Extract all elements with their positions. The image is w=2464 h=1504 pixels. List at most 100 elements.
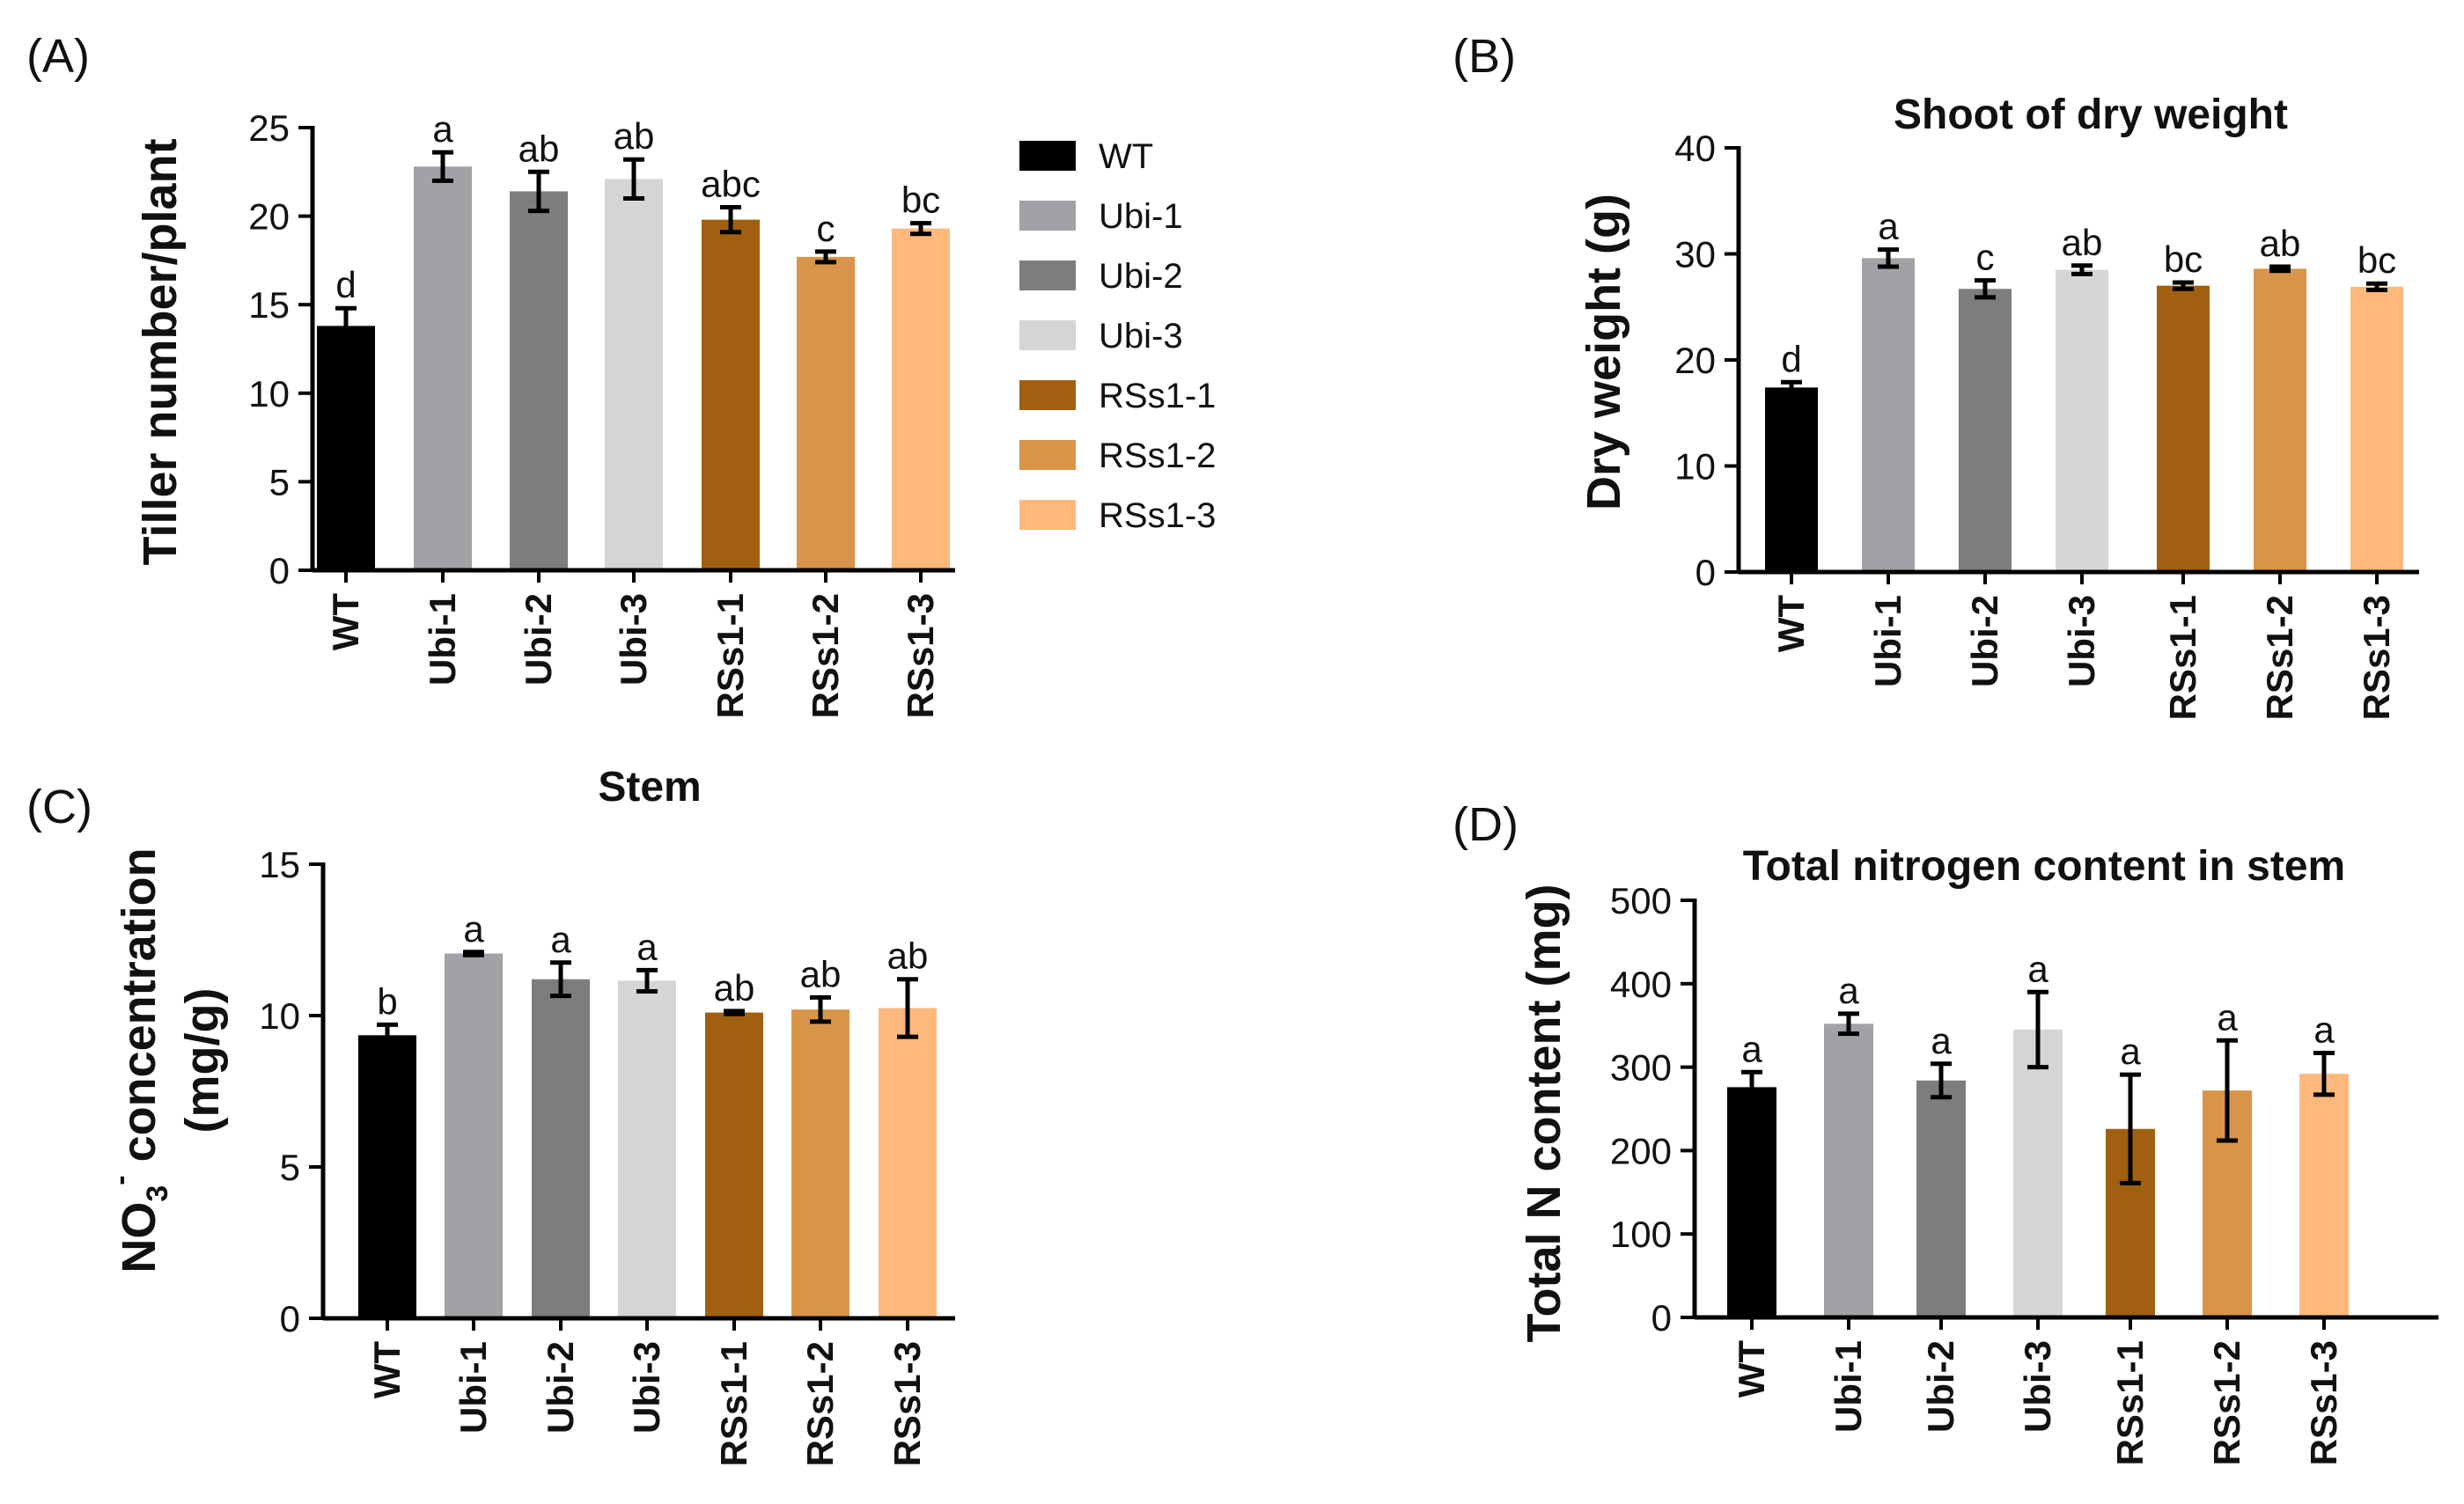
y-label-no: NO (113, 1202, 165, 1273)
panel-b-x-label-ubi-1: Ubi-1 (1867, 595, 1909, 687)
panel-d-label: (D) (1453, 798, 1519, 851)
panel-d-axes (1692, 899, 2438, 1320)
panel-c-bar-wt (358, 1035, 416, 1318)
panel-d-sig-ubi-2: a (1931, 1020, 1952, 1061)
panel-b-y-tick-label-40: 40 (1674, 128, 1716, 169)
panel-c-title: Stem (598, 764, 701, 811)
panel-a-y-tick-label-5: 5 (269, 461, 290, 503)
panel-c-sig-rss1-1: ab (714, 967, 755, 1009)
panel-a-error-bar-ubi-1 (432, 150, 453, 183)
panel-b-y-tick-label-0: 0 (1695, 552, 1716, 593)
panel-c-x-label-ubi-2: Ubi-2 (540, 1341, 581, 1434)
panel-d-y-tick-label-500: 500 (1610, 880, 1672, 921)
panel-a-y-tick-label-20: 20 (248, 196, 290, 238)
panel-d-sig-rss1-1: a (2120, 1031, 2141, 1072)
panel-a-y-tick-label-15: 15 (248, 284, 290, 326)
panel-b-error-bar-rss1-1 (2173, 280, 2194, 291)
legend-swatch-ubi-1 (1019, 201, 1076, 231)
panel-b-error-bar-rss1-3 (2366, 281, 2387, 292)
panel-b-bar-wt (1765, 387, 1818, 572)
panel-d-error-bar-rss1-1 (2120, 1072, 2141, 1185)
panel-b-x-categories: WT Ubi-1 Ubi-2 Ubi-3 RSs1-1 RSs1-2 RSs1-3 (1770, 572, 2397, 720)
legend-label-ubi-1: Ubi-1 (1099, 197, 1183, 236)
y-label-superscript: - (104, 1175, 137, 1185)
panel-b-error-bars (1781, 247, 2387, 395)
panel-c-x-label-ubi-1: Ubi-1 (452, 1341, 494, 1434)
panel-d-sig-ubi-1: a (1838, 970, 1859, 1011)
legend-swatch-rss1-1 (1019, 380, 1076, 410)
panel-a-error-bar-rss1-2 (815, 249, 836, 265)
panel-b-x-label-wt: WT (1770, 595, 1812, 653)
panel-b-title: Shoot of dry weight (1894, 92, 2288, 138)
panel-c-x-label-rss1-1: RSs1-1 (713, 1341, 754, 1466)
panel-b-bar-rss1-3 (2350, 286, 2403, 572)
panel-c-sig-wt: b (377, 980, 397, 1022)
panel-c-sig-ubi-3: a (636, 926, 658, 967)
panel-b-bar-ubi-1 (1862, 258, 1915, 572)
panel-b-y-ticks: 0 10 20 30 40 (1674, 128, 1739, 593)
panel-a-error-bar-ubi-3 (623, 157, 644, 201)
panel-d-bar-wt (1727, 1087, 1776, 1317)
panel-b-bar-rss1-2 (2254, 268, 2306, 572)
panel-c-sig-ubi-2: a (550, 919, 571, 960)
panel-c-x-label-wt: WT (366, 1341, 408, 1399)
panel-b-error-bar-ubi-3 (2071, 263, 2093, 276)
panel-a-sig-rss1-1: abc (701, 164, 761, 205)
panel-c-label: (C) (26, 781, 92, 833)
panel-d-y-ticks: 0 100 200 300 400 500 (1610, 880, 1695, 1339)
legend-label-wt: WT (1099, 137, 1153, 176)
panel-c-error-bar-ubi-3 (636, 967, 658, 994)
panel-d-error-bar-rss1-2 (2217, 1038, 2238, 1143)
panel-d-x-label-rss1-3: RSs1-3 (2303, 1340, 2344, 1465)
panel-b-label: (B) (1453, 30, 1516, 83)
legend-swatch-ubi-3 (1019, 320, 1076, 350)
panel-a-x-label-rss1-2: RSs1-2 (805, 593, 846, 718)
panel-c-no3-chart: (C) Stem NO3- concentration (mg/g) b a a a a… (26, 764, 955, 1466)
panel-a-x-label-ubi-2: Ubi-2 (518, 593, 559, 686)
panel-a-bar-ubi-3 (605, 179, 663, 570)
panel-b-bar-rss1-1 (2157, 285, 2210, 572)
panel-a-x-categories: WT Ubi-1 Ubi-2 Ubi-3 RSs1-1 RSs1-2 RSs1-3 (325, 570, 941, 718)
panel-d-bar-ubi-3 (2013, 1029, 2063, 1317)
panel-b-error-bar-rss1-2 (2269, 264, 2291, 274)
panel-b-sig-rss1-3: bc (2357, 239, 2396, 281)
legend-label-rss1-2: RSs1-2 (1099, 437, 1216, 475)
legend-swatch-wt (1019, 141, 1076, 171)
legend-swatch-ubi-2 (1019, 260, 1076, 290)
panel-c-y-axis-label-line2: (mg/g) (176, 988, 229, 1134)
panel-d-sig-ubi-3: a (2027, 948, 2048, 989)
panel-c-y-tick-label-10: 10 (259, 995, 300, 1037)
panel-c-error-bar-rss1-2 (810, 994, 831, 1024)
panel-d-sig-rss1-3: a (2313, 1009, 2335, 1050)
panel-b-dry-weight-chart: (B) Shoot of dry weight Dry weight (g) d… (1453, 30, 2419, 720)
panel-d-y-tick-label-200: 200 (1610, 1130, 1672, 1171)
panel-c-error-bars (377, 950, 918, 1048)
legend: WT Ubi-1 Ubi-2 Ubi-3 RSs1-1 RSs1-2 RSs1-3 (1019, 137, 1216, 535)
panel-a-sig-ubi-3: ab (614, 115, 655, 157)
panel-a-sig-ubi-2: ab (519, 128, 560, 169)
panel-d-error-bar-wt (1741, 1069, 1762, 1104)
panel-d-y-axis-label: Total N content (mg) (1518, 884, 1570, 1343)
panel-d-error-bar-ubi-1 (1838, 1011, 1859, 1037)
panel-d-x-label-ubi-2: Ubi-2 (1920, 1340, 1961, 1433)
y-label-subscript: 3 (141, 1185, 174, 1202)
panel-b-bar-ubi-3 (2056, 269, 2108, 572)
panel-c-y-tick-label-0: 0 (280, 1298, 300, 1339)
panel-b-sig-rss1-1: bc (2164, 238, 2203, 280)
panel-d-y-tick-label-0: 0 (1651, 1297, 1672, 1339)
panel-a-bar-wt (317, 326, 375, 570)
panel-a-tiller-chart: (A) Tiller number/plant d a ab ab abc c bc 0 5 1… (26, 30, 955, 718)
panel-d-title: Total nitrogen content in stem (1743, 843, 2345, 890)
panel-a-sig-rss1-3: bc (901, 180, 940, 221)
panel-a-error-bar-rss1-1 (720, 205, 741, 235)
panel-a-x-label-ubi-1: Ubi-1 (422, 593, 463, 686)
panel-d-error-bars (1741, 989, 2335, 1185)
panel-a-y-tick-label-0: 0 (269, 550, 290, 591)
panel-c-bar-ubi-2 (532, 979, 590, 1318)
panel-a-y-axis-label: Tiller number/plant (134, 138, 187, 565)
y-label-rest: concentration (113, 847, 165, 1175)
panel-a-x-label-rss1-3: RSs1-3 (900, 593, 941, 718)
panel-c-sig-rss1-2: ab (800, 953, 842, 994)
panel-b-y-axis-label: Dry weight (g) (1578, 194, 1630, 510)
